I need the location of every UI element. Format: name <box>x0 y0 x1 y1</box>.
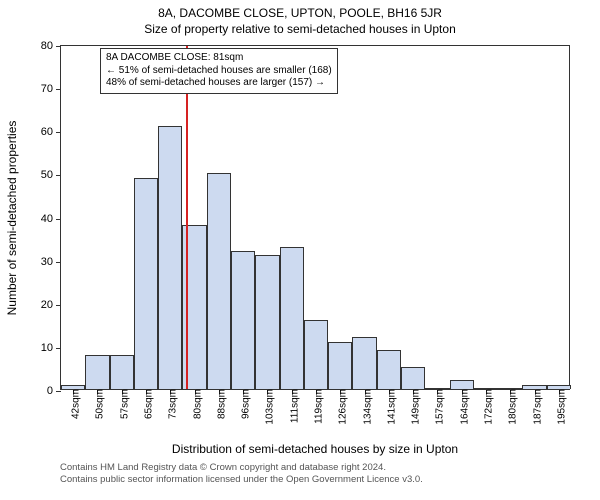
histogram-bar <box>85 355 109 390</box>
xtick-label: 111sqm <box>283 389 300 423</box>
xtick-label: 126sqm <box>332 389 349 425</box>
histogram-bar <box>328 342 352 389</box>
xtick-label: 103sqm <box>259 389 276 425</box>
xtick-label: 134sqm <box>356 389 373 425</box>
xtick-label: 157sqm <box>429 389 446 425</box>
histogram-bar <box>207 173 231 389</box>
xtick-label: 119sqm <box>308 389 325 424</box>
xtick-label: 180sqm <box>502 389 519 425</box>
ytick-label: 30 <box>41 256 61 268</box>
histogram-bar <box>158 126 182 389</box>
suptitle: 8A, DACOMBE CLOSE, UPTON, POOLE, BH16 5J… <box>0 0 600 20</box>
ytick-label: 20 <box>41 299 61 311</box>
histogram-bar <box>110 355 134 390</box>
annotation-box: 8A DACOMBE CLOSE: 81sqm ← 51% of semi-de… <box>100 48 338 94</box>
xtick-label: 164sqm <box>453 389 470 425</box>
histogram-bar <box>134 178 158 389</box>
annotation-line2: ← 51% of semi-detached houses are smalle… <box>106 65 332 78</box>
xtick-label: 187sqm <box>526 389 543 425</box>
xtick-label: 141sqm <box>380 389 397 425</box>
xtick-label: 65sqm <box>138 389 155 419</box>
y-axis-label: Number of semi-detached properties <box>5 120 19 315</box>
ytick-label: 50 <box>41 169 61 181</box>
footer-attribution: Contains HM Land Registry data © Crown c… <box>60 462 423 487</box>
footer-line1: Contains HM Land Registry data © Crown c… <box>60 462 423 474</box>
histogram-bar <box>450 380 474 389</box>
xtick-label: 88sqm <box>210 389 227 419</box>
histogram-bar <box>401 367 425 389</box>
xtick-label: 195sqm <box>550 389 567 425</box>
ytick-label: 10 <box>41 342 61 354</box>
footer-line2: Contains public sector information licen… <box>60 474 423 486</box>
x-axis-label: Distribution of semi-detached houses by … <box>172 442 458 456</box>
ytick-label: 40 <box>41 213 61 225</box>
ytick-label: 60 <box>41 126 61 138</box>
xtick-label: 172sqm <box>478 389 495 425</box>
annotation-line1: 8A DACOMBE CLOSE: 81sqm <box>106 52 332 65</box>
histogram-bar <box>352 337 376 389</box>
histogram-bar <box>377 350 401 389</box>
xtick-label: 42sqm <box>65 389 82 419</box>
annotation-line3: 48% of semi-detached houses are larger (… <box>106 77 332 90</box>
xtick-label: 73sqm <box>162 389 179 419</box>
ytick-label: 80 <box>41 40 61 52</box>
histogram-bar <box>231 251 255 389</box>
reference-line <box>186 46 188 389</box>
xtick-label: 96sqm <box>235 389 252 419</box>
xtick-label: 149sqm <box>405 389 422 425</box>
histogram-bar <box>255 255 279 389</box>
histogram-bar <box>304 320 328 389</box>
plot-area: 0102030405060708042sqm50sqm57sqm65sqm73s… <box>60 45 570 390</box>
ytick-label: 70 <box>41 83 61 95</box>
ytick-label: 0 <box>47 385 61 397</box>
xtick-label: 80sqm <box>186 389 203 419</box>
histogram-bar <box>280 247 304 389</box>
subtitle: Size of property relative to semi-detach… <box>0 20 600 36</box>
xtick-label: 50sqm <box>89 389 106 419</box>
xtick-label: 57sqm <box>113 389 130 419</box>
